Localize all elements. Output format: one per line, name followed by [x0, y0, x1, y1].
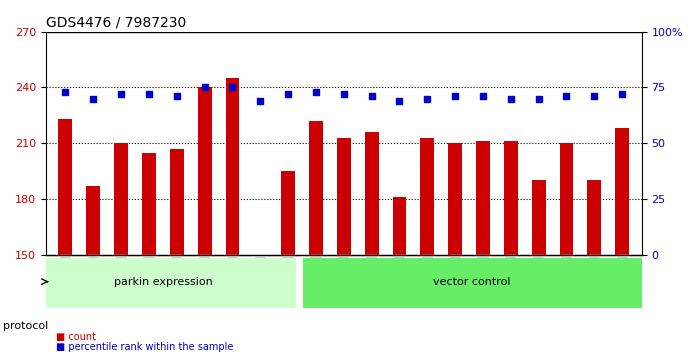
Text: GSM729746: GSM729746	[255, 256, 265, 302]
Bar	[59, 119, 73, 255]
Bar	[170, 149, 184, 255]
Point	[311, 89, 322, 95]
Bar	[309, 121, 323, 255]
Point	[505, 96, 517, 101]
Text: GSM729736: GSM729736	[562, 256, 571, 302]
Point	[143, 91, 154, 97]
Point	[227, 85, 238, 90]
Text: GSM729732: GSM729732	[451, 256, 460, 302]
Text: GSM729729: GSM729729	[367, 256, 376, 302]
Text: GDS4476 / 7987230: GDS4476 / 7987230	[46, 15, 186, 29]
Text: ■ percentile rank within the sample: ■ percentile rank within the sample	[56, 342, 233, 353]
Bar	[420, 138, 434, 255]
Text: GSM729745: GSM729745	[228, 256, 237, 302]
Point	[171, 93, 182, 99]
Bar	[476, 141, 490, 255]
Text: GSM729735: GSM729735	[534, 256, 543, 302]
Text: GSM729743: GSM729743	[172, 256, 181, 302]
Bar	[281, 171, 295, 255]
Text: GSM729739: GSM729739	[61, 256, 70, 302]
Bar	[588, 181, 601, 255]
Text: GSM729744: GSM729744	[200, 256, 209, 302]
FancyBboxPatch shape	[46, 258, 297, 308]
Bar	[364, 132, 378, 255]
Point	[477, 93, 489, 99]
Text: GSM729727: GSM729727	[311, 256, 320, 302]
Point	[588, 93, 600, 99]
Point	[339, 91, 350, 97]
Bar	[560, 143, 574, 255]
Bar	[448, 143, 462, 255]
Bar	[615, 128, 629, 255]
Bar	[114, 143, 128, 255]
Bar	[504, 141, 518, 255]
Point	[450, 93, 461, 99]
Bar	[392, 197, 406, 255]
Bar	[225, 78, 239, 255]
Point	[60, 89, 71, 95]
Bar	[87, 186, 101, 255]
Text: GSM729728: GSM729728	[339, 256, 348, 302]
Bar	[532, 181, 546, 255]
Point	[283, 91, 294, 97]
Bar	[198, 87, 211, 255]
Point	[394, 98, 405, 104]
Text: GSM729733: GSM729733	[479, 256, 487, 302]
Bar	[337, 138, 351, 255]
Text: vector control: vector control	[433, 277, 511, 287]
Text: ■ count: ■ count	[56, 332, 96, 342]
Point	[255, 98, 266, 104]
Point	[561, 93, 572, 99]
Text: GSM729740: GSM729740	[89, 256, 98, 302]
Point	[199, 85, 210, 90]
Text: GSM729747: GSM729747	[283, 256, 292, 302]
Point	[533, 96, 544, 101]
Point	[366, 93, 377, 99]
Text: GSM729734: GSM729734	[506, 256, 515, 302]
Point	[422, 96, 433, 101]
Text: protocol: protocol	[3, 321, 49, 331]
Text: GSM729730: GSM729730	[395, 256, 404, 302]
Bar	[142, 153, 156, 255]
Text: GSM729741: GSM729741	[117, 256, 126, 302]
Text: GSM729737: GSM729737	[590, 256, 599, 302]
Point	[116, 91, 127, 97]
Point	[88, 96, 99, 101]
Text: GSM729731: GSM729731	[423, 256, 432, 302]
Text: parkin expression: parkin expression	[114, 277, 212, 287]
Text: GSM729738: GSM729738	[618, 256, 627, 302]
FancyBboxPatch shape	[302, 258, 641, 308]
Text: GSM729742: GSM729742	[144, 256, 154, 302]
Point	[616, 91, 628, 97]
